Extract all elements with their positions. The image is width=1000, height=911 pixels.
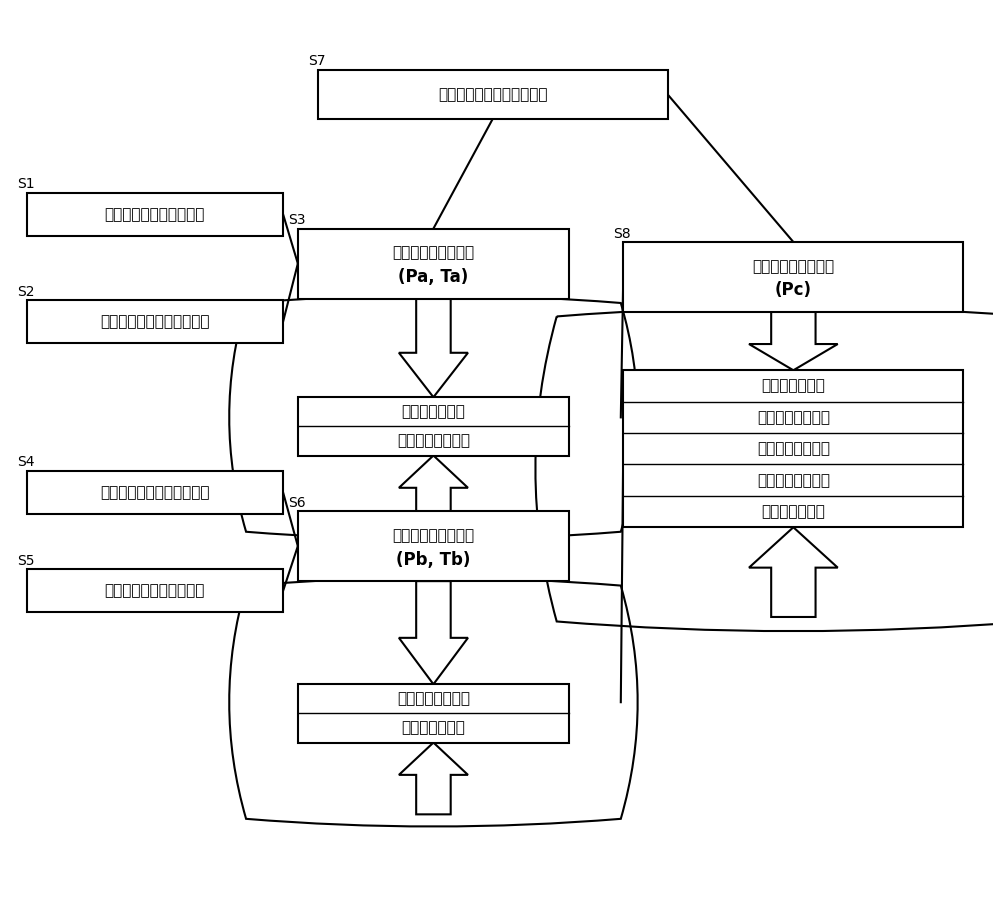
Polygon shape: [399, 299, 468, 397]
Text: 负极活性物质层准备工序: 负极活性物质层准备工序: [105, 583, 205, 599]
Text: S5: S5: [17, 554, 34, 568]
FancyBboxPatch shape: [298, 229, 569, 299]
Text: S1: S1: [17, 177, 34, 191]
Text: 第一固体电解质层: 第一固体电解质层: [397, 434, 470, 448]
Polygon shape: [399, 742, 468, 814]
FancyBboxPatch shape: [298, 397, 569, 456]
FancyBboxPatch shape: [27, 471, 283, 514]
FancyBboxPatch shape: [298, 511, 569, 581]
Text: S2: S2: [17, 285, 34, 299]
Text: 负极活性物质层: 负极活性物质层: [402, 721, 465, 735]
Text: 第一固体电解质层: 第一固体电解质层: [757, 410, 830, 425]
FancyBboxPatch shape: [27, 569, 283, 612]
Text: S3: S3: [288, 213, 305, 227]
Text: (Pb, Tb): (Pb, Tb): [396, 550, 471, 568]
FancyBboxPatch shape: [623, 242, 963, 312]
Text: 第一固体电解质层准备工序: 第一固体电解质层准备工序: [100, 314, 210, 330]
Polygon shape: [749, 312, 838, 370]
Polygon shape: [399, 581, 468, 684]
Text: 正极活性物质层: 正极活性物质层: [761, 378, 825, 394]
Text: 中间固体电解质层: 中间固体电解质层: [757, 441, 830, 456]
Text: S6: S6: [288, 496, 306, 509]
Text: 第二固体电解质层准备工序: 第二固体电解质层准备工序: [100, 485, 210, 500]
Text: 第二固体电解质层: 第二固体电解质层: [757, 473, 830, 487]
Text: (Pc): (Pc): [775, 281, 812, 300]
Text: 正极活性物质层: 正极活性物质层: [402, 404, 465, 419]
Polygon shape: [399, 456, 468, 527]
Text: S4: S4: [17, 456, 34, 469]
Text: 正极活性物质层准备工序: 正极活性物质层准备工序: [105, 207, 205, 221]
Text: 全固体电池制作工序: 全固体电池制作工序: [752, 259, 834, 273]
Text: 正极层叠体制作工序: 正极层叠体制作工序: [392, 245, 475, 261]
FancyBboxPatch shape: [623, 370, 963, 527]
FancyBboxPatch shape: [298, 684, 569, 742]
Polygon shape: [749, 527, 838, 617]
Text: 负极活性物质层: 负极活性物质层: [761, 504, 825, 519]
FancyBboxPatch shape: [318, 70, 668, 119]
FancyBboxPatch shape: [27, 192, 283, 236]
FancyBboxPatch shape: [27, 301, 283, 343]
Text: (Pa, Ta): (Pa, Ta): [398, 268, 469, 286]
Text: S8: S8: [613, 227, 631, 241]
Text: 第二固体电解质层: 第二固体电解质层: [397, 691, 470, 706]
Text: S7: S7: [308, 55, 325, 68]
Text: 中间固体电解质层准备工序: 中间固体电解质层准备工序: [438, 87, 547, 102]
Text: 负极层叠体制作工序: 负极层叠体制作工序: [392, 527, 475, 543]
